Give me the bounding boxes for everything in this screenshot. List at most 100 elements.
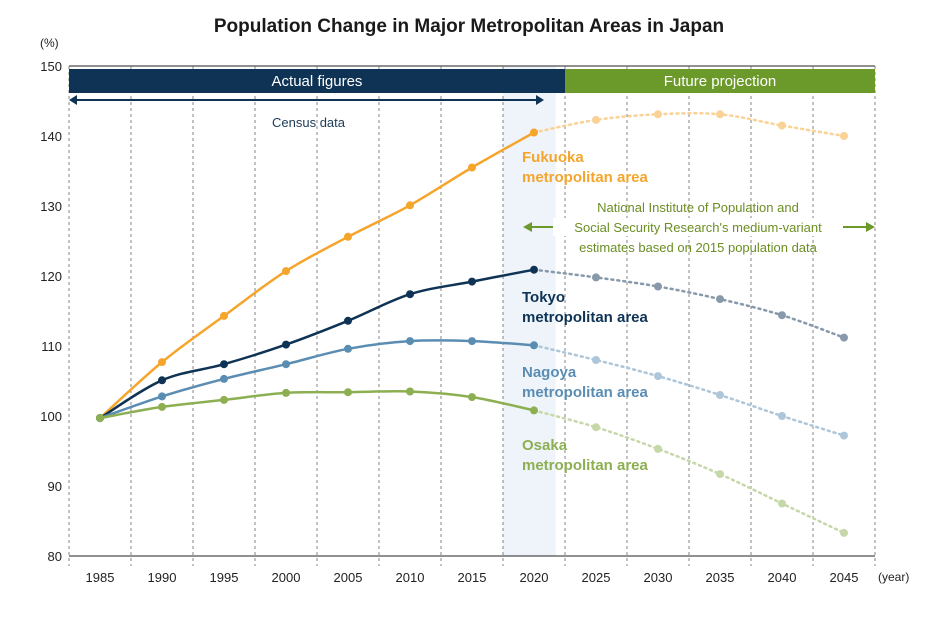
osaka-point-2010 bbox=[406, 387, 414, 396]
tokyo-point-2040 bbox=[778, 311, 786, 320]
osaka-label-line: metropolitan area bbox=[522, 457, 649, 474]
projection-note-line-3: estimates based on 2015 population data bbox=[579, 240, 818, 255]
fukuoka-point-2030 bbox=[654, 110, 662, 119]
highlight-column-2020 bbox=[503, 66, 556, 556]
x-tick-label: 1995 bbox=[210, 570, 239, 585]
band-actual-label: Actual figures bbox=[272, 73, 363, 90]
x-tick-label: 2000 bbox=[272, 570, 301, 585]
nagoya-point-2015 bbox=[468, 337, 476, 346]
fukuoka-point-2025 bbox=[592, 115, 600, 124]
projection-note-line-2: Social Security Research's medium-varian… bbox=[574, 220, 822, 235]
note-line-background bbox=[553, 218, 843, 236]
x-axis-unit: (year) bbox=[878, 570, 909, 584]
osaka-point-2020 bbox=[530, 406, 538, 415]
nagoya-point-1995 bbox=[220, 374, 228, 383]
osaka-point-2015 bbox=[468, 393, 476, 402]
x-axis-ticks: 1985 1990 1995 2000 2005 2010 2015 2020 2025 2030… bbox=[86, 570, 859, 585]
y-axis-unit: (%) bbox=[40, 36, 59, 50]
band-actual-figures bbox=[69, 69, 565, 93]
nagoya-point-2045 bbox=[840, 431, 848, 440]
tokyo-series bbox=[96, 265, 848, 423]
series-layer bbox=[96, 110, 848, 537]
x-tick-label: 1985 bbox=[86, 570, 115, 585]
note-arrow-left-head bbox=[523, 222, 532, 232]
band-future-projection bbox=[565, 69, 875, 93]
y-tick-label: 150 bbox=[40, 59, 62, 74]
y-tick-label: 130 bbox=[40, 199, 62, 214]
grid bbox=[68, 65, 876, 566]
census-arrow-left-head bbox=[69, 95, 77, 105]
fukuoka-point-2000 bbox=[282, 267, 290, 276]
nagoya-point-1990 bbox=[158, 392, 166, 401]
x-tick-label: 2010 bbox=[396, 570, 425, 585]
osaka-series bbox=[96, 387, 848, 537]
x-tick-label: 2045 bbox=[830, 570, 859, 585]
y-tick-label: 80 bbox=[48, 549, 62, 564]
y-tick-label: 110 bbox=[41, 339, 62, 354]
osaka-point-2005 bbox=[344, 388, 352, 397]
census-arrow-right-head bbox=[536, 95, 544, 105]
tokyo-point-2045 bbox=[840, 333, 848, 342]
fukuoka-series bbox=[96, 110, 848, 423]
fukuoka-projection-line bbox=[532, 111, 846, 138]
x-tick-label: 2025 bbox=[582, 570, 611, 585]
nagoya-point-2020 bbox=[530, 341, 538, 350]
osaka-point-1985 bbox=[96, 414, 104, 423]
tokyo-point-2010 bbox=[406, 290, 414, 299]
osaka-point-2035 bbox=[716, 470, 724, 479]
tokyo-point-2015 bbox=[468, 277, 476, 286]
y-tick-label: 100 bbox=[40, 409, 62, 424]
tokyo-point-2030 bbox=[654, 282, 662, 291]
osaka-point-2030 bbox=[654, 444, 662, 453]
nagoya-label-line: Nagoya bbox=[522, 364, 577, 381]
tokyo-point-2020 bbox=[530, 265, 538, 274]
y-tick-label: 120 bbox=[40, 269, 62, 284]
nagoya-series bbox=[96, 337, 848, 440]
fukuoka-point-2045 bbox=[840, 132, 848, 140]
tokyo-label-line: metropolitan area bbox=[522, 309, 649, 326]
y-axis-ticks: 80 90 100 110 120 130 140 150 bbox=[40, 59, 62, 564]
tokyo-point-2025 bbox=[592, 273, 600, 282]
osaka-label: Osaka metropolitan area bbox=[522, 437, 649, 474]
y-tick-label: 140 bbox=[40, 129, 62, 144]
fukuoka-point-2005 bbox=[344, 232, 352, 241]
x-tick-label: 2040 bbox=[768, 570, 797, 585]
osaka-point-2000 bbox=[282, 388, 290, 397]
census-label: Census data bbox=[272, 115, 346, 130]
nagoya-point-2010 bbox=[406, 337, 414, 346]
census-arrow bbox=[69, 95, 544, 105]
osaka-point-1990 bbox=[158, 402, 166, 411]
osaka-projection-line bbox=[532, 409, 846, 535]
chart-title: Population Change in Major Metropolitan … bbox=[214, 16, 724, 37]
fukuoka-point-2035 bbox=[716, 110, 724, 119]
nagoya-point-2025 bbox=[592, 356, 600, 364]
nagoya-point-2005 bbox=[344, 344, 352, 353]
osaka-point-1995 bbox=[220, 395, 228, 404]
tokyo-point-2005 bbox=[344, 316, 352, 325]
note-arrow-right-head bbox=[866, 222, 875, 232]
fukuoka-point-2040 bbox=[778, 121, 786, 130]
fukuoka-point-2015 bbox=[468, 163, 476, 172]
fukuoka-label-line: Fukuoka bbox=[522, 149, 584, 166]
projection-note-line-1: National Institute of Population and bbox=[597, 200, 799, 215]
tokyo-projection-line bbox=[532, 268, 846, 339]
tokyo-point-1990 bbox=[158, 376, 166, 385]
fukuoka-point-1995 bbox=[220, 311, 228, 320]
tokyo-point-2000 bbox=[282, 340, 290, 349]
series-labels: Fukuoka metropolitan area Tokyo metropolita… bbox=[522, 149, 649, 474]
tokyo-point-2035 bbox=[716, 295, 724, 304]
fukuoka-point-2020 bbox=[530, 128, 538, 137]
fukuoka-label-line: metropolitan area bbox=[522, 169, 649, 186]
nagoya-projection-line bbox=[532, 344, 846, 437]
y-tick-label: 90 bbox=[48, 479, 62, 494]
nagoya-point-2000 bbox=[282, 360, 290, 369]
tokyo-label: Tokyo metropolitan area bbox=[522, 289, 649, 326]
x-tick-label: 2035 bbox=[706, 570, 735, 585]
x-tick-label: 2005 bbox=[334, 570, 363, 585]
x-tick-label: 2015 bbox=[458, 570, 487, 585]
tokyo-label-line: Tokyo bbox=[522, 289, 565, 306]
x-tick-label: 2020 bbox=[520, 570, 549, 585]
fukuoka-point-2010 bbox=[406, 201, 414, 210]
x-tick-label: 1990 bbox=[148, 570, 177, 585]
